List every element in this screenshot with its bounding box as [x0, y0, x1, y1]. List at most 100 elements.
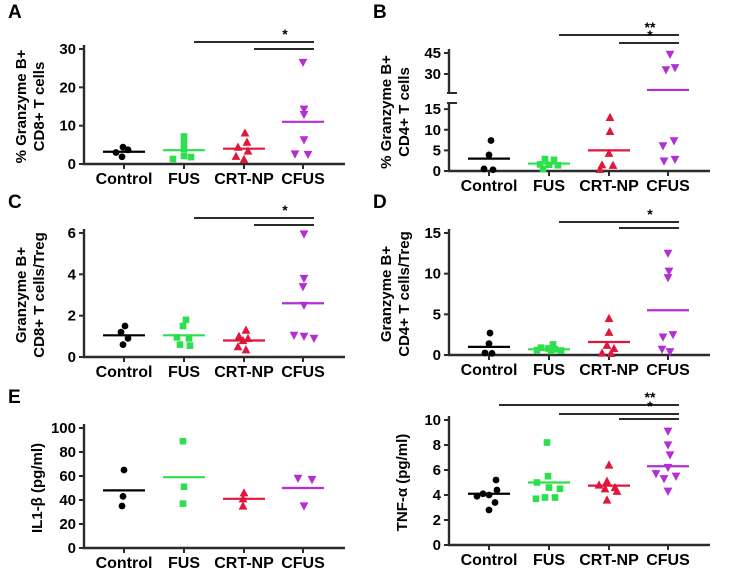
y-tick-label: 2	[68, 308, 76, 325]
data-point	[485, 151, 493, 159]
data-point	[532, 495, 540, 503]
data-point	[233, 342, 243, 351]
panel-d-chart: 0 5 10 15 Control FUS CRT-NP CFUS Granzyme B+ CD4…	[378, 206, 710, 379]
data-point	[554, 161, 562, 169]
y-axis-title: Granzyme B+	[378, 246, 395, 343]
data-point	[299, 136, 309, 145]
data-point	[299, 110, 309, 120]
data-point	[661, 66, 671, 75]
panel-tnf-chart: 0 2 4 6 8 10 Control FUS CRT-NP CFUS TNF-α (pg/ml)…	[394, 389, 710, 569]
significance-bar: *	[194, 26, 314, 43]
x-category-label: CFUS	[646, 362, 690, 379]
y-tick-label: 0	[433, 163, 441, 180]
data-point	[600, 484, 610, 493]
data-point	[665, 348, 675, 357]
significance-label: **	[645, 19, 656, 35]
data-point	[602, 340, 612, 349]
data-point	[551, 494, 559, 501]
significance-bar: *	[619, 27, 679, 44]
series-control	[468, 137, 510, 174]
data-point	[121, 322, 129, 330]
x-category-label: Control	[96, 364, 153, 381]
data-point	[119, 341, 127, 348]
y-axis-title: TNF-α (pg/ml)	[394, 434, 411, 532]
data-point	[536, 161, 544, 168]
data-point	[671, 472, 681, 481]
x-category-label: Control	[461, 178, 518, 195]
series-crt-np	[588, 313, 630, 357]
y-axis-title: IL1-β (pg/ml)	[29, 443, 46, 533]
series-fus	[528, 155, 570, 173]
data-point	[169, 155, 177, 163]
data-point	[241, 325, 251, 334]
data-point	[549, 341, 557, 348]
data-point	[604, 148, 614, 157]
y-tick-label: 0	[433, 537, 441, 554]
x-category-label: CFUS	[281, 555, 325, 572]
data-point	[489, 166, 497, 174]
data-point	[533, 479, 541, 486]
panel-d: D 0 5 10 15 Control FUS CRT-NP CFUS Granzyme B+ C…	[365, 190, 730, 385]
data-point	[533, 346, 541, 354]
data-point	[663, 487, 673, 496]
data-point	[238, 494, 248, 503]
data-point	[293, 474, 303, 483]
data-point	[180, 139, 188, 147]
x-category-label: CRT-NP	[579, 362, 639, 379]
data-point	[605, 112, 615, 121]
data-point	[665, 451, 675, 460]
data-point	[605, 126, 615, 135]
panel-tnf: 0 2 4 6 8 10 Control FUS CRT-NP CFUS TNF-α (pg/ml)…	[365, 385, 730, 580]
x-category-label: CFUS	[646, 552, 690, 569]
data-point	[239, 488, 249, 497]
series-cfus	[647, 249, 689, 357]
panel-a: A 0 10 20 30 Control FUS CRT-NP CFUS % Granzyme …	[0, 0, 365, 190]
data-point	[485, 506, 493, 514]
y-tick-label: 4	[68, 266, 77, 283]
data-point	[663, 427, 673, 436]
y-tick-label: 8	[433, 437, 441, 454]
series-control	[468, 476, 510, 514]
y-axis-title: % Granzyme B+	[378, 55, 395, 169]
data-point	[239, 154, 249, 163]
data-point	[182, 316, 190, 324]
data-point	[663, 274, 673, 283]
data-point	[668, 331, 678, 340]
data-point	[670, 155, 680, 165]
data-point	[180, 152, 188, 160]
series-crt-np	[588, 112, 630, 173]
series-control	[103, 466, 145, 510]
series-cfus	[282, 58, 324, 160]
data-point	[303, 150, 313, 160]
data-point	[299, 274, 309, 284]
data-point	[664, 267, 674, 276]
panel-e: E 0 20 40 60 80 100 Control FUS CRT-NP CFUS IL1-β …	[0, 385, 365, 580]
series-crt-np	[223, 325, 265, 354]
y-tick-label: 20	[59, 79, 76, 96]
data-point	[493, 486, 501, 494]
y-tick-label: 0	[68, 156, 76, 173]
y-tick-label: 6	[433, 462, 441, 479]
x-category-label: FUS	[533, 362, 565, 379]
data-point	[180, 145, 188, 153]
y-tick-label: 10	[424, 122, 441, 139]
y-axis-title: CD8+ T cells/Treg	[31, 232, 48, 357]
data-point	[543, 439, 551, 446]
series-cfus	[282, 230, 324, 343]
data-point	[241, 345, 251, 354]
y-axis-title: Granzyme B+	[13, 247, 30, 344]
data-point	[485, 340, 493, 348]
data-point	[299, 105, 309, 114]
y-tick-label: 10	[424, 412, 441, 429]
data-point	[657, 345, 667, 354]
data-point	[299, 301, 309, 310]
data-point	[551, 346, 559, 353]
data-point	[609, 343, 619, 353]
y-tick-label: 45	[424, 45, 441, 62]
data-point	[120, 466, 128, 474]
series-fus	[163, 133, 205, 163]
data-point	[659, 475, 669, 484]
data-point	[487, 137, 495, 144]
y-tick-label: 40	[59, 492, 76, 509]
